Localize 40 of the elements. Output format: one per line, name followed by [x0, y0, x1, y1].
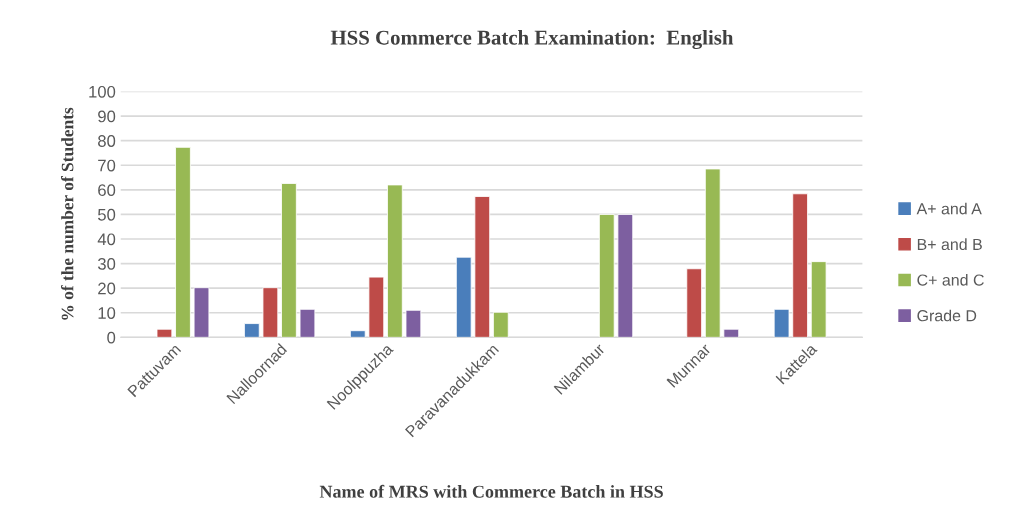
y-tick-label: 40	[97, 233, 116, 246]
y-tick-label: 0	[107, 331, 116, 344]
bar	[598, 214, 615, 338]
bar	[243, 323, 260, 338]
bar	[792, 193, 808, 338]
bar	[349, 330, 366, 338]
legend-label: C+ and C	[917, 273, 984, 286]
bar	[405, 309, 422, 338]
bar	[156, 328, 173, 338]
chart-title: HSS Commerce Batch Examination: English	[330, 30, 734, 50]
y-tick-label: 100	[89, 85, 116, 98]
bar	[704, 168, 721, 338]
bar	[299, 308, 316, 338]
bar	[810, 261, 827, 338]
y-tick-label: 80	[98, 135, 116, 147]
y-axis-title: % of the number of Students	[61, 107, 74, 320]
bar	[387, 184, 403, 338]
y-tick-label: 20	[98, 282, 116, 295]
bar	[281, 183, 297, 338]
y-tick-label: 10	[98, 307, 116, 319]
bar	[193, 287, 210, 338]
bar	[262, 287, 279, 338]
legend-label: A+ and A	[916, 202, 982, 215]
legend-label: Grade D	[917, 309, 977, 322]
bar	[368, 276, 385, 338]
bar	[773, 308, 790, 338]
bar	[723, 328, 740, 338]
bar	[492, 311, 509, 338]
bar	[455, 256, 472, 338]
y-tick-label: 70	[98, 159, 116, 172]
y-tick-label: 60	[98, 184, 116, 197]
y-tick-label: 30	[97, 257, 116, 270]
y-tick-label: 90	[98, 110, 116, 123]
y-tick-label: 50	[97, 208, 116, 221]
x-axis-title: Name of MRS with Commerce Batch in HSS	[319, 484, 663, 498]
bar	[175, 146, 191, 338]
legend-label: B+ and B	[917, 238, 982, 251]
bar	[686, 268, 703, 338]
bar	[474, 196, 491, 338]
bar	[617, 214, 634, 338]
